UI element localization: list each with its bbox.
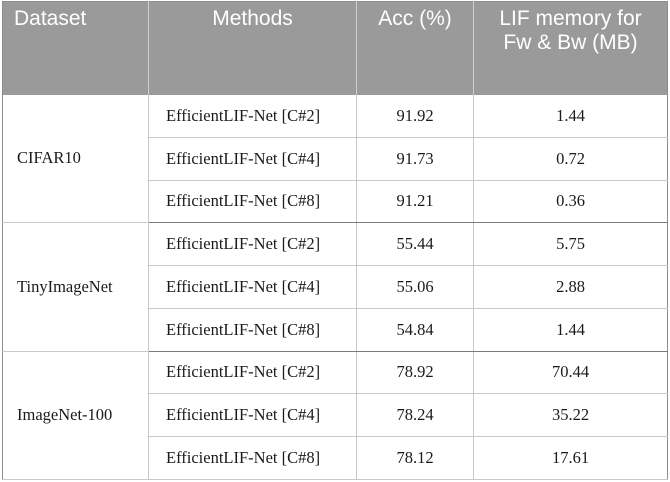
method-cell: EfficientLIF-Net [C#2] [148,222,357,267]
method-cell: EfficientLIF-Net [C#8] [148,180,357,224]
table-row: EfficientLIF-Net [C#4] 55.06 2.88 [3,265,668,309]
accuracy-cell: 78.24 [356,393,474,438]
memory-cell: 70.44 [473,351,668,395]
dataset-cell-imagenet100: ImageNet-100 [2,351,149,481]
accuracy-cell: 78.12 [356,436,474,480]
method-cell: EfficientLIF-Net [C#8] [148,308,357,352]
accuracy-cell: 55.44 [356,222,474,267]
table-row: CIFAR10 EfficientLIF-Net [C#2] 91.92 1.4… [2,94,668,224]
header-lif-memory: LIF memory for Fw & Bw (MB) [473,1,668,95]
memory-cell: 0.72 [473,137,668,181]
table-row: EfficientLIF-Net [C#8] 91.21 0.36 [3,180,668,224]
method-cell: EfficientLIF-Net [C#8] [148,436,357,480]
memory-cell: 0.36 [473,180,668,224]
method-cell: EfficientLIF-Net [C#4] [148,393,357,438]
memory-cell: 17.61 [473,436,668,480]
method-cell: EfficientLIF-Net [C#2] [148,94,357,138]
accuracy-cell: 54.84 [356,308,474,352]
memory-cell: 35.22 [473,393,668,438]
accuracy-cell: 78.92 [356,351,474,395]
memory-cell: 1.44 [473,94,668,138]
dataset-cell-tinyimagenet: TinyImageNet [2,222,149,352]
dataset-cell-cifar10: CIFAR10 [2,94,149,224]
table-row: EfficientLIF-Net [C#8] 54.84 1.44 [3,308,668,352]
memory-cell: 5.75 [473,222,668,267]
table-row: EfficientLIF-Net [C#4] 78.24 35.22 [3,393,668,438]
method-cell: EfficientLIF-Net [C#4] [148,137,357,181]
accuracy-cell: 91.21 [356,180,474,224]
header-accuracy: Acc (%) [356,1,474,95]
accuracy-cell: 55.06 [356,265,474,309]
table-row: ImageNet-100 EfficientLIF-Net [C#2] 78.9… [2,351,668,481]
accuracy-cell: 91.73 [356,137,474,181]
header-methods: Methods [148,1,357,95]
memory-cell: 1.44 [473,308,668,352]
table-row: EfficientLIF-Net [C#8] 78.12 17.61 [3,436,668,480]
header-dataset: Dataset [2,1,149,95]
header-row: Dataset Methods Acc (%) LIF memory for F… [2,1,668,95]
table-row: TinyImageNet EfficientLIF-Net [C#2] 55.4… [2,222,668,352]
method-cell: EfficientLIF-Net [C#4] [148,265,357,309]
method-cell: EfficientLIF-Net [C#2] [148,351,357,395]
table-row: EfficientLIF-Net [C#4] 91.73 0.72 [3,137,668,181]
accuracy-cell: 91.92 [356,94,474,138]
memory-cell: 2.88 [473,265,668,309]
